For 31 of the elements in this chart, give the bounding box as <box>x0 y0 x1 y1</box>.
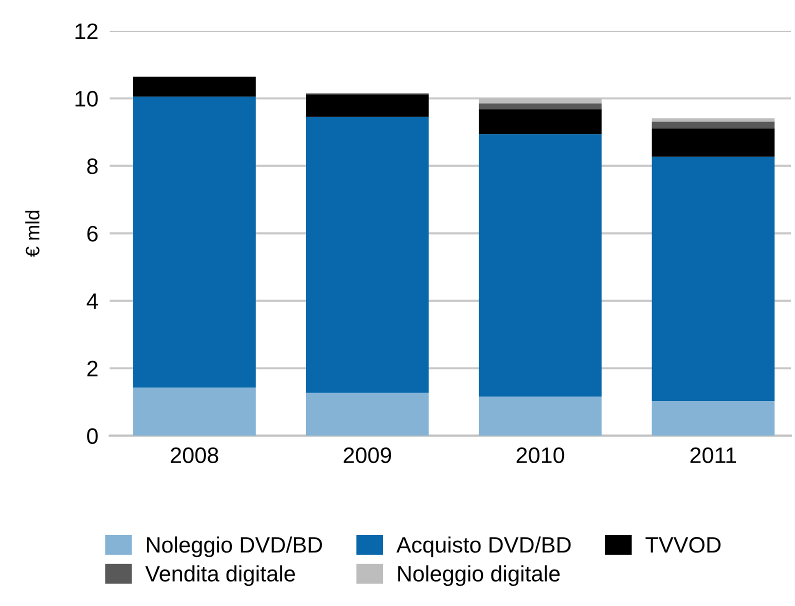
y-axis-title: € mld <box>25 210 40 257</box>
y-tick-label: 12 <box>76 23 98 39</box>
bar <box>652 400 775 436</box>
legend-label: Acquisto DVD/BD <box>396 536 571 558</box>
bar <box>133 387 256 436</box>
bar <box>652 128 775 157</box>
legend-label: Noleggio digitale <box>398 565 560 586</box>
bar <box>133 76 256 97</box>
bar <box>133 96 256 388</box>
y-tick-label: 4 <box>86 294 98 309</box>
x-tick-label: 2010 <box>516 447 564 464</box>
bar <box>306 116 429 393</box>
y-tick-label: 2 <box>87 360 98 376</box>
legend-label: TVVOD <box>646 537 721 553</box>
y-tick-label: 6 <box>87 226 98 242</box>
bar <box>478 103 602 110</box>
x-tick-label: 2011 <box>690 447 736 464</box>
bar <box>306 94 429 117</box>
bar <box>478 109 602 134</box>
x-tick-label: 2009 <box>344 447 392 464</box>
bar <box>306 392 429 436</box>
y-tick-label: 0 <box>87 428 98 444</box>
legend-label: Vendita digitale <box>145 565 295 586</box>
bar <box>478 396 602 436</box>
bar <box>652 122 775 128</box>
bar <box>652 156 775 401</box>
x-tick-label: 2008 <box>170 447 218 464</box>
bar <box>478 134 602 397</box>
y-tick-label: 10 <box>76 90 98 107</box>
y-tick-label: 8 <box>87 158 98 174</box>
legend-label: Noleggio DVD/BD <box>147 536 322 558</box>
